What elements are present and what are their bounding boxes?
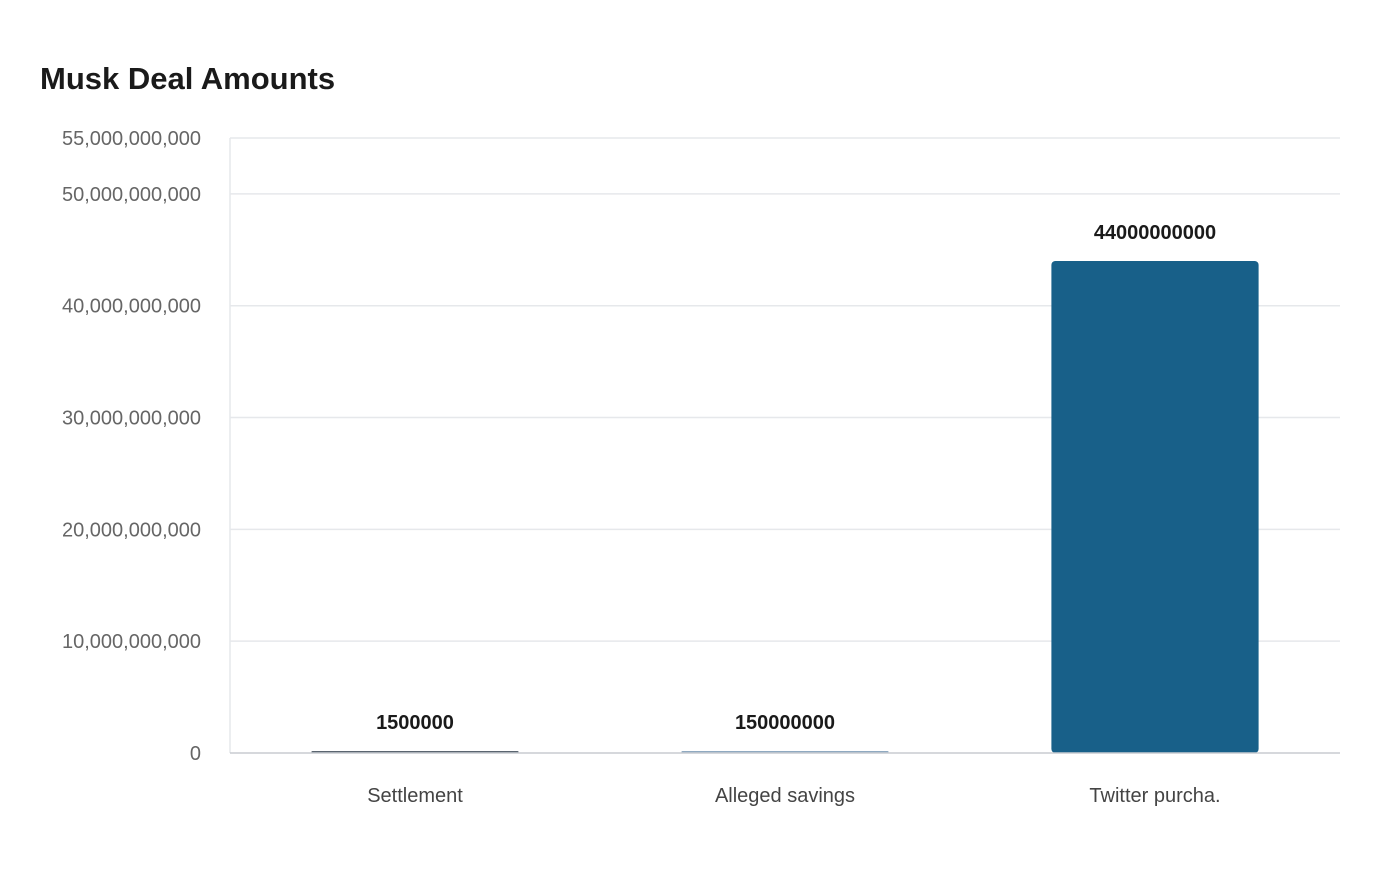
y-tick-label: 10,000,000,000 <box>62 631 201 653</box>
bars <box>311 261 1259 753</box>
x-tick-label: Alleged savings <box>715 785 855 807</box>
y-tick-label: 55,000,000,000 <box>62 128 201 150</box>
data-label: 1500000 <box>376 712 454 734</box>
data-label: 150000000 <box>735 712 835 734</box>
data-label: 44000000000 <box>1094 222 1216 244</box>
y-tick-label: 50,000,000,000 <box>62 184 201 206</box>
y-tick-label: 20,000,000,000 <box>62 519 201 541</box>
y-tick-label: 0 <box>190 743 201 765</box>
grid-lines <box>230 137 1340 642</box>
chart-title: Musk Deal Amounts <box>40 61 336 96</box>
y-axis-ticks: 0 10,000,000,000 20,000,000,000 30,000,000,… <box>62 128 201 765</box>
bar-twitter-purcha <box>1051 261 1259 753</box>
x-tick-label: Settlement <box>367 785 463 807</box>
axes <box>229 138 1340 754</box>
y-tick-label: 40,000,000,000 <box>62 296 201 318</box>
y-tick-label: 30,000,000,000 <box>62 408 201 430</box>
x-tick-label: Twitter purcha. <box>1089 785 1220 807</box>
data-labels: 1500000 150000000 44000000000 <box>376 222 1216 734</box>
x-axis-ticks: Settlement Alleged savings Twitter purcha. <box>367 785 1220 807</box>
